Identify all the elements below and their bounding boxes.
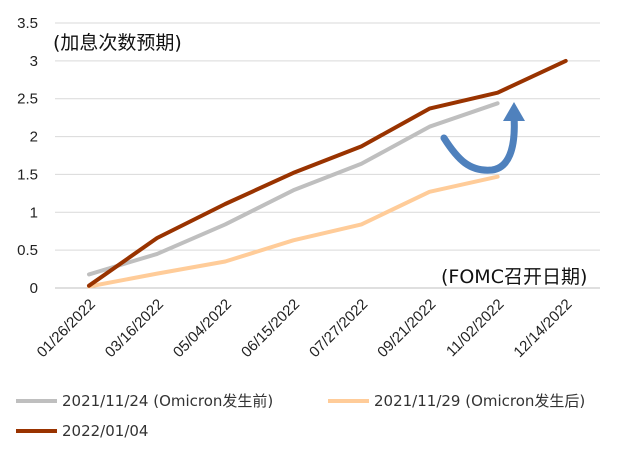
x-tick-label: 11/02/2022	[443, 296, 507, 360]
x-tick-label: 01/26/2022	[34, 296, 99, 361]
x-tick-labels: 01/26/2022 03/16/2022 05/04/2022 06/15/2022…	[34, 296, 576, 361]
y-tick-label: 2.5	[17, 91, 38, 108]
series-line	[87, 101, 500, 277]
y-tick-label: 1	[30, 204, 38, 221]
y-tick-label: 0.5	[17, 242, 38, 259]
arrow-head	[503, 102, 525, 121]
y-tick-label: 0	[30, 280, 38, 297]
legend-label: 2022/01/04	[62, 422, 148, 440]
legend: 2021/11/24 (Omicron发生前) 2021/11/29 (Omicr…	[16, 392, 585, 440]
y-tick-label: 2	[30, 129, 38, 146]
y-axis-note: (加息次数预期)	[53, 32, 182, 54]
gridlines	[55, 22, 600, 289]
arrow-body	[440, 112, 518, 174]
series-line	[87, 174, 500, 289]
curved-arrow	[440, 102, 525, 174]
y-tick-label: 1.5	[17, 166, 38, 183]
x-tick-label: 05/04/2022	[170, 296, 235, 361]
x-axis-note: (FOMC召开日期)	[441, 266, 587, 288]
series-line	[87, 58, 568, 288]
x-tick-label: 06/15/2022	[238, 296, 303, 361]
x-tick-label: 03/16/2022	[102, 296, 167, 361]
x-tick-label: 12/14/2022	[510, 296, 575, 361]
x-tick-label: 09/21/2022	[374, 296, 439, 361]
series-lines	[87, 58, 568, 289]
y-tick-labels: 0 0.5 1 1.5 2 2.5 3 3.5	[17, 15, 38, 297]
legend-label: 2021/11/29 (Omicron发生后)	[374, 392, 585, 410]
y-tick-label: 3	[30, 53, 38, 70]
legend-label: 2021/11/24 (Omicron发生前)	[62, 392, 273, 410]
y-tick-label: 3.5	[17, 15, 38, 32]
x-tick-label: 07/27/2022	[306, 296, 371, 361]
